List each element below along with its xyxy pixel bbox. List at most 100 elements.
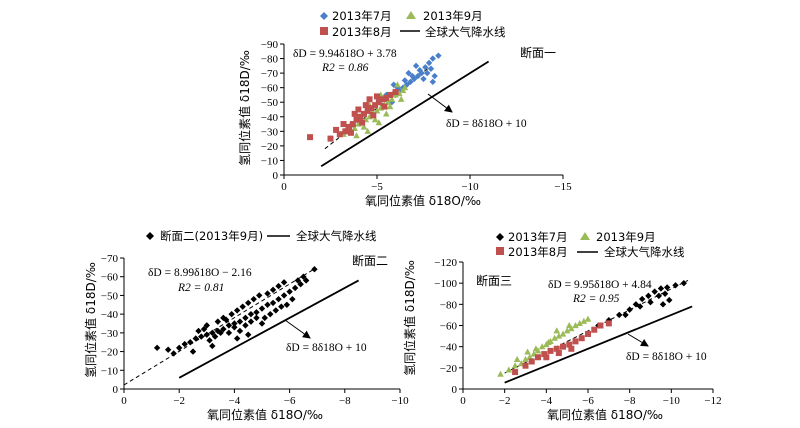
p3-series-2-point [585, 330, 591, 337]
p1-series-2-point [360, 110, 367, 117]
p1-y-tick-label: −60 [261, 83, 279, 95]
p2-series-0-point [153, 344, 161, 352]
p1-series-0-point [390, 81, 397, 88]
p1-series-0-point [401, 77, 409, 84]
p3-series-1-point [538, 343, 546, 350]
p3-x-tick-label: −10 [663, 395, 681, 407]
p2-series-0-point [242, 322, 249, 329]
p2-legend: 断面二(2013年9月) 全球大气降水线 [146, 229, 377, 243]
p3-fit-r2: R2 = 0.95 [572, 293, 620, 305]
p2-section-label: 断面二 [352, 253, 388, 268]
p2-series-0-point [239, 303, 246, 310]
p1-series-0-point [429, 78, 436, 86]
p3-series-0-point [661, 290, 669, 297]
p2-y-tick-label: −70 [101, 253, 119, 265]
p1-series-1-point [388, 95, 396, 102]
p3-x-tick-label: −12 [704, 395, 721, 407]
p1-series-0-point [412, 62, 420, 70]
p1-series-2-point [362, 102, 369, 109]
p3-series-2-point [543, 354, 550, 361]
p2-series-0-point [217, 329, 224, 337]
p1-y-tick-label: 0 [273, 170, 279, 182]
p2-legend-diamond-marker [146, 232, 154, 240]
p3-series-0-point [651, 288, 658, 295]
p1-series-1-point [375, 119, 383, 126]
p1-series-1-point [351, 124, 358, 132]
p1-series-0-point [429, 55, 436, 62]
p1-axes: 0 −5 −10 −15 0 −10 −20 −30 −40 −50 −60 −70 −80 −90 [261, 39, 572, 193]
p3-series-0-point [626, 306, 633, 313]
p3-x-tick-label: −8 [624, 395, 636, 407]
p2-gmwl-line [178, 279, 360, 379]
p3-series-1-point [524, 348, 531, 355]
p1-y-tick-label: −40 [261, 112, 279, 124]
p1-legend: 2013年7月 2013年9月 2013年8月 全球大气降水线 [320, 9, 506, 39]
p3-series-2-point [512, 369, 519, 376]
p3-series-1-point [551, 334, 558, 341]
p1-series-2-point [372, 102, 379, 109]
p2-series-0-point [269, 299, 277, 307]
p1-legend-series-2: 2013年8月 [332, 25, 392, 39]
p2-fit-line [123, 268, 315, 386]
p1-fit-r2: R2 = 0.86 [321, 62, 369, 74]
p1-series-1-point [360, 123, 368, 130]
p1-series-0-point [425, 59, 433, 67]
p2-series-0-point [245, 331, 252, 338]
p3-y-tick-label: −80 [440, 299, 458, 311]
p3-series-0-point [663, 284, 671, 291]
p1-series-1-point [353, 132, 360, 139]
p2-series-0-point [209, 342, 216, 350]
p3-series-1-point [576, 319, 583, 326]
p2-series-0-point [187, 339, 194, 346]
p1-series-1-point [373, 107, 381, 114]
p3-y-tick-label: −60 [440, 321, 458, 333]
p3-series-0-point [672, 282, 679, 289]
p2-series-0-point [289, 295, 296, 303]
p2-series-0-point [258, 320, 266, 327]
p2-series-0-point [302, 277, 310, 284]
p3-series-1-point [553, 327, 561, 334]
p2-x-tick-label: −10 [391, 395, 409, 407]
p1-series-1-point [386, 103, 394, 110]
p3-marks [497, 279, 688, 377]
p1-series-2-point [359, 119, 366, 126]
p1-y-tick-label: −10 [261, 155, 279, 167]
p1-y-tick-label: −70 [261, 68, 279, 80]
p1-series-1-point [397, 95, 405, 102]
p1-series-2-point [366, 96, 373, 103]
p3-series-0-point [659, 301, 667, 308]
p2-series-0-point [200, 325, 208, 333]
p2-series-0-point [236, 327, 244, 335]
p3-series-1-point [526, 353, 533, 360]
p1-series-1-point [364, 127, 371, 134]
panel-1: 2013年7月 2013年9月 2013年8月 全球大气降水线 0 −5 −10 −1… [237, 9, 572, 208]
p2-series-0-point [192, 335, 199, 342]
p2-series-0-point [231, 320, 238, 327]
p1-series-2-point [307, 134, 314, 141]
p2-series-0-point [253, 314, 260, 322]
p2-y-tick-label: −20 [101, 347, 119, 359]
p1-series-1-point [384, 98, 392, 105]
p1-series-2-point [351, 110, 358, 117]
p3-series-2-point [547, 347, 554, 354]
p1-series-0-point [407, 78, 414, 86]
p1-gmwl-line [320, 60, 490, 168]
p2-series-0-point [203, 331, 210, 338]
p2-series-0-point [269, 286, 277, 294]
p1-legend-triangle-marker [406, 11, 416, 19]
p3-series-2-point [541, 351, 548, 358]
p1-x-tick-label: −5 [371, 181, 383, 193]
p3-y-tick-label: −20 [440, 363, 458, 375]
p2-series-0-point [189, 348, 197, 355]
p2-y-tick-label: −50 [101, 290, 119, 302]
p3-series-1-point [555, 332, 563, 339]
p2-series-0-point [181, 340, 188, 348]
p3-y-tick-label: −40 [440, 342, 458, 354]
p1-series-0-point [427, 65, 435, 72]
p1-series-2-point [355, 106, 362, 113]
p2-series-0-point [211, 333, 219, 340]
p2-fit-r2: R2 = 0.81 [177, 282, 224, 294]
p1-series-2-point [346, 123, 353, 130]
p1-x-tick-label: −15 [554, 181, 572, 193]
